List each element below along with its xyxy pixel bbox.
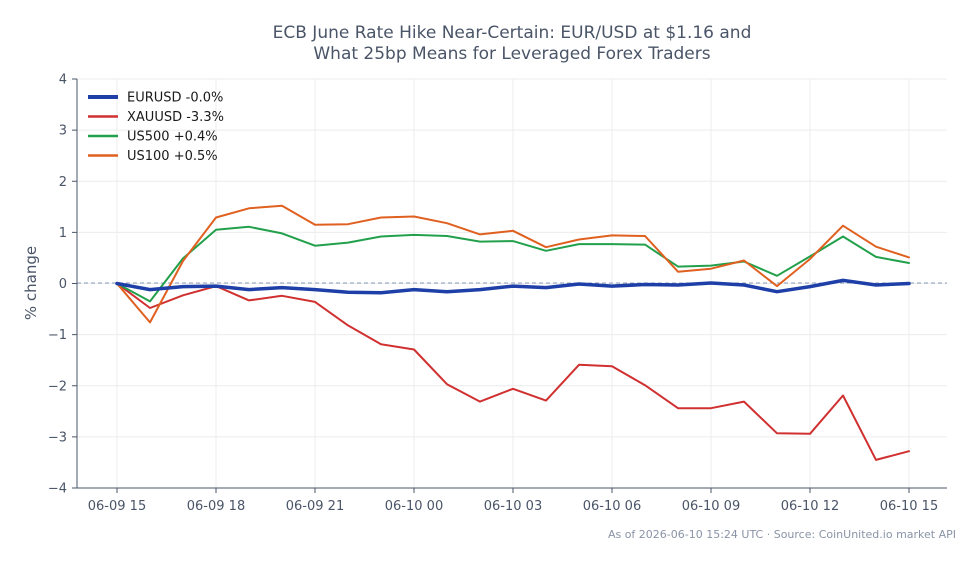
y-tick-label: −1	[48, 328, 67, 343]
x-tick-label: 06-10 15	[880, 499, 938, 514]
y-tick-label: 4	[59, 73, 67, 88]
x-tick-label: 06-09 18	[187, 499, 245, 514]
y-tick-label: −2	[48, 379, 67, 394]
y-tick-label: −3	[48, 430, 67, 445]
x-tick-label: 06-10 06	[583, 499, 641, 514]
y-axis-label: % change	[22, 246, 40, 320]
y-tick-label: 2	[59, 175, 67, 190]
legend-item-xauusd: XAUUSD -3.3%	[88, 110, 224, 125]
series-line-us500	[116, 225, 910, 303]
series-line-eurusd	[115, 278, 911, 295]
legend-item-us500: US500 +0.4%	[88, 130, 218, 145]
y-tick-label: 1	[59, 226, 67, 241]
legend-item-eurusd: EURUSD -0.0%	[88, 91, 223, 106]
series-lines	[115, 204, 911, 461]
footer-note: As of 2026-06-10 15:24 UTC · Source: Coi…	[608, 528, 956, 541]
x-tick-label: 06-10 09	[682, 499, 740, 514]
x-tick-label: 06-10 03	[484, 499, 542, 514]
chart-title-line-1: ECB June Rate Hike Near-Certain: EUR/USD…	[273, 23, 752, 43]
y-tick-label: 3	[59, 124, 67, 139]
x-tick-label: 06-10 12	[781, 499, 839, 514]
x-tick-label: 06-09 15	[88, 499, 146, 514]
ticks: −4 −3 −2 −1 0 1 2 3 4 06-09 15 06-09 18 06-09 21 06-…	[48, 73, 938, 515]
legend-label: US500 +0.4%	[127, 130, 218, 145]
y-tick-label: 0	[59, 277, 67, 292]
legend-label: EURUSD -0.0%	[127, 91, 223, 106]
y-tick-label: −4	[48, 482, 67, 497]
legend-label: US100 +0.5%	[127, 149, 218, 164]
legend-item-us100: US100 +0.5%	[88, 149, 218, 164]
x-tick-label: 06-10 00	[385, 499, 443, 514]
chart-title-line-2: What 25bp Means for Leveraged Forex Trad…	[313, 44, 710, 64]
legend-label: XAUUSD -3.3%	[127, 110, 224, 125]
legend: EURUSD -0.0% XAUUSD -3.3% US500 +0.4% US100…	[88, 91, 224, 164]
series-line-xauusd	[116, 282, 910, 461]
x-tick-label: 06-09 21	[286, 499, 344, 514]
series-line-us100	[116, 204, 910, 324]
